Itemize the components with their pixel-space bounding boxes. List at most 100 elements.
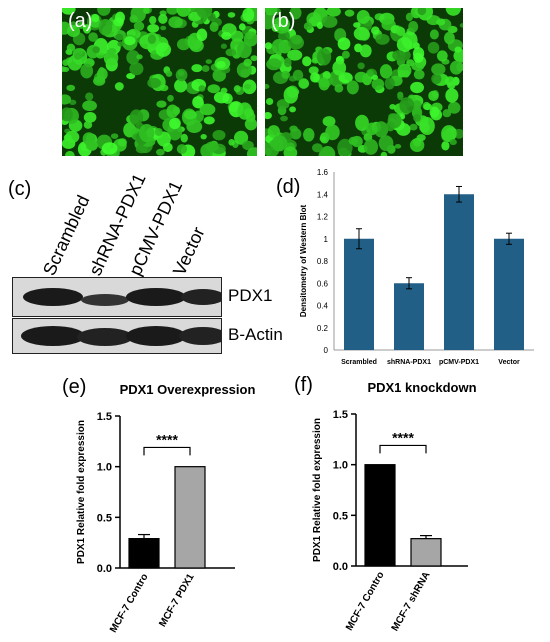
cell: [303, 22, 313, 31]
cell: [419, 116, 435, 136]
cell: [355, 114, 369, 132]
cell: [139, 123, 155, 143]
cell: [373, 121, 389, 138]
x-tick-label: shRNA-PDX1: [387, 359, 431, 366]
y-tick-label: 1.0: [333, 460, 348, 472]
cell: [228, 138, 235, 146]
cell: [156, 148, 165, 156]
cell: [91, 14, 100, 23]
cell: [379, 64, 393, 79]
cell: [358, 28, 371, 41]
cell: [378, 135, 394, 152]
y-tick-label: 1.6: [317, 168, 329, 177]
pdx1-bands: [23, 288, 225, 306]
bar: [344, 238, 374, 350]
cell: [271, 135, 288, 152]
cell: [346, 80, 359, 95]
cell: [384, 77, 395, 90]
cell: [200, 133, 207, 140]
bactin-bands: [21, 326, 227, 346]
cell: [117, 138, 127, 147]
cell: [196, 8, 213, 19]
cell: [169, 117, 181, 130]
cell: [449, 139, 457, 146]
cell: [198, 85, 206, 92]
cell: [417, 8, 427, 16]
cell: [436, 18, 446, 26]
cell: [267, 125, 280, 138]
x-tick-label: MCF-7 PDX1: [157, 572, 196, 629]
cell: [413, 114, 421, 122]
cell: [375, 33, 390, 45]
cell: [221, 32, 232, 40]
cell: [413, 69, 425, 80]
chart-title: PDX1 Overexpression: [120, 382, 256, 397]
cell: [397, 93, 404, 101]
cell: [196, 28, 208, 42]
significance-label: ****: [392, 429, 414, 445]
cell: [287, 49, 303, 61]
cell: [209, 21, 219, 33]
cell: [337, 37, 351, 51]
cell: [292, 69, 304, 81]
cell: [337, 138, 353, 156]
cell: [62, 59, 69, 66]
cell: [186, 120, 203, 133]
cell: [243, 83, 251, 90]
cell: [308, 66, 319, 75]
cell: [265, 83, 270, 89]
cell: [174, 79, 188, 93]
cell: [447, 101, 461, 114]
x-tick-label: MCF-7 Contro: [344, 570, 387, 633]
x-tick-label: pCMV-PDX1: [439, 359, 479, 366]
cell: [149, 15, 157, 25]
cell: [115, 11, 125, 24]
cell: [160, 25, 167, 31]
cell: [348, 136, 359, 145]
y-tick-label: 1.5: [333, 409, 348, 421]
cell: [129, 62, 144, 76]
cell: [240, 68, 250, 78]
cell: [62, 66, 70, 73]
cell: [459, 23, 463, 28]
cell: [353, 22, 361, 28]
cell: [310, 72, 320, 83]
y-axis-label: Densitometry of Western Blot: [299, 205, 308, 318]
cell: [408, 21, 419, 33]
cell: [155, 42, 172, 57]
cell: [166, 104, 179, 119]
cell: [265, 42, 273, 50]
cell: [431, 73, 442, 85]
cell: [406, 59, 415, 67]
cells-b: [265, 8, 463, 156]
x-tick-label: Vector: [498, 359, 520, 366]
cell: [83, 120, 93, 129]
bar: [444, 194, 474, 350]
bar: [494, 238, 524, 350]
cell: [62, 8, 76, 15]
cell: [289, 106, 297, 113]
cell: [266, 8, 278, 16]
cell: [283, 146, 298, 156]
cell: [129, 14, 138, 23]
cell: [133, 21, 145, 31]
cell: [176, 8, 191, 17]
cell: [237, 102, 253, 120]
cell: [357, 62, 365, 70]
cell: [265, 112, 272, 120]
cell: [325, 124, 340, 141]
y-tick-label: 1.4: [317, 190, 329, 199]
y-tick-label: 0: [324, 346, 329, 355]
cell: [147, 23, 160, 33]
cell: [385, 120, 395, 132]
cell: [429, 29, 439, 40]
cell: [117, 41, 125, 47]
cell: [409, 123, 418, 131]
y-tick-label: 0.4: [317, 302, 329, 311]
cell: [69, 99, 77, 106]
cell: [97, 8, 111, 16]
cell: [302, 56, 312, 67]
cell: [80, 63, 94, 79]
cell: [166, 8, 179, 15]
cell: [82, 24, 92, 34]
